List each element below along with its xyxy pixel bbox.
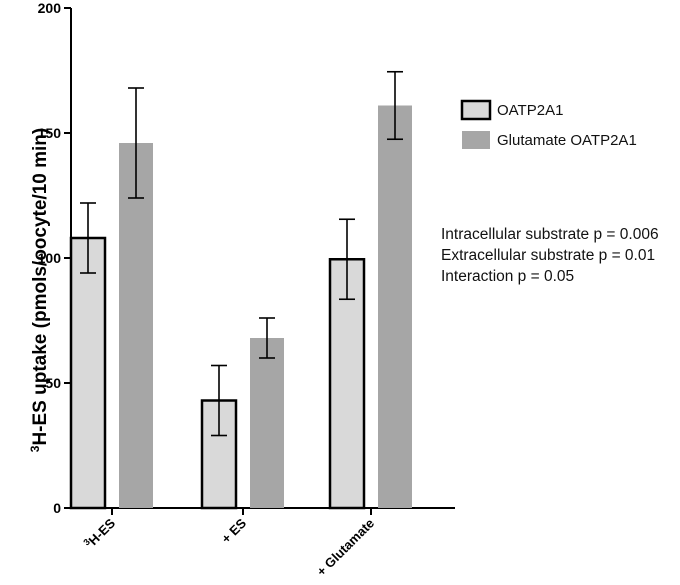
- y-axis-title: 3H-ES uptake (pmols/oocyte/10 min): [28, 128, 51, 452]
- x-tick-labels: 3H-ES + ES + Glutamate: [81, 508, 377, 579]
- bar-0-0: [69, 236, 107, 510]
- annotation-line: Extracellular substrate p = 0.01: [441, 247, 655, 264]
- bars: [69, 105, 412, 510]
- bar-1-0: [119, 143, 153, 508]
- legend-label-1: Glutamate OATP2A1: [497, 132, 637, 149]
- error-bars: [80, 70, 403, 437]
- y-tick-label: 150: [38, 125, 62, 141]
- legend-swatch-1: [462, 131, 490, 149]
- y-tick-label: 200: [38, 0, 62, 16]
- annotation-line: Interaction p = 0.05: [441, 268, 574, 285]
- x-tick-label: 3H-ES: [81, 515, 118, 552]
- legend-swatch-0: [460, 99, 492, 121]
- y-tick-label: 50: [45, 375, 61, 391]
- bar-1-1: [250, 338, 284, 508]
- annotations: Intracellular substrate p = 0.006 Extrace…: [441, 226, 659, 285]
- bar-0-2: [328, 258, 366, 510]
- bar-1-2: [378, 105, 412, 508]
- legend-label-0: OATP2A1: [497, 102, 563, 119]
- y-tick-label: 0: [53, 500, 61, 516]
- annotation-line: Intracellular substrate p = 0.006: [441, 226, 659, 243]
- x-tick-label: + Glutamate: [314, 516, 377, 579]
- x-tick-label: + ES: [218, 515, 249, 546]
- bar-0-1: [200, 399, 238, 510]
- legend: OATP2A1 Glutamate OATP2A1: [460, 99, 637, 149]
- y-tick-label: 100: [38, 250, 62, 266]
